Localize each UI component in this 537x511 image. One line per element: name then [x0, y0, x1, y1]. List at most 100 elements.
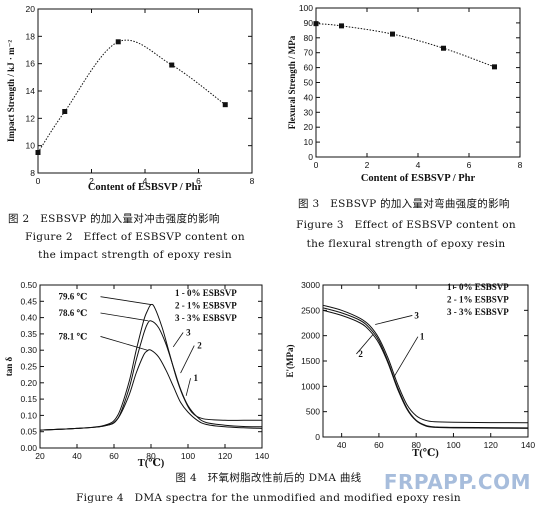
fig3-y-tick-label: 0 — [308, 152, 313, 162]
fig4-caption-en: Figure 4 DMA spectra for the unmodified … — [76, 492, 461, 504]
fig4a-curve-leader — [180, 345, 195, 374]
fig3-y-tick-label: 40 — [304, 92, 314, 102]
fig4b-x-tick-label: 60 — [374, 440, 384, 450]
fig3-caption-en-line2: the flexural strength of epoxy resin — [306, 238, 506, 250]
fig2-y-tick-label: 12 — [26, 113, 36, 123]
fig4a-y-tick-label: 0.50 — [20, 280, 37, 290]
fig3-plot-frame — [315, 7, 521, 158]
fig2-y-tick-label: 20 — [26, 4, 36, 14]
fig2-data-point — [35, 150, 41, 155]
fig3-y-tick-label: 100 — [299, 3, 313, 13]
fig4a-x-tick-label: 100 — [181, 451, 195, 461]
fig2-x-axis-label: Content of ESBSVP / Phr — [88, 182, 203, 193]
fig3-x-tick-label: 8 — [518, 160, 523, 170]
fig3-caption-en-line1: Figure 3 Effect of ESBSVP content on — [296, 219, 516, 231]
fig3-y-tick-label: 50 — [304, 78, 314, 88]
fig4a-x-tick-label: 80 — [146, 451, 156, 461]
fig4b-y-tick-label: 500 — [306, 407, 320, 417]
fig4a-y-tick-label: 0.35 — [20, 329, 37, 339]
fig2-y-tick-label: 16 — [26, 59, 36, 69]
fig4a-legend-entry: 1 - 0% ESBSVP — [175, 288, 237, 298]
fig4a-y-tick-label: 0.00 — [20, 443, 37, 453]
fig3-data-point — [441, 45, 446, 51]
fig2-y-tick-label: 18 — [26, 31, 36, 41]
fig4b-legend-entry: 1 - 0% ESBSVP — [447, 282, 509, 292]
fig3-x-axis-label: Content of ESBSVP / Phr — [361, 173, 476, 184]
fig4b-series-line-3 — [322, 304, 529, 424]
fig4a-y-tick-label: 0.15 — [20, 394, 37, 404]
fig2-x-tick-label: 6 — [196, 176, 201, 186]
fig3-y-tick-label: 60 — [304, 63, 314, 73]
fig4b-x-tick-label: 140 — [521, 440, 535, 450]
fig4b-y-tick-label: 2000 — [301, 331, 320, 341]
fig4b-x-axis-label: T(℃) — [412, 448, 439, 459]
fig4a-y-tick-label: 0.45 — [20, 296, 37, 306]
fig3-data-point — [339, 23, 344, 29]
fig4b-curve-number-2: 2 — [358, 349, 363, 359]
fig4a-y-tick-label: 0.20 — [20, 378, 37, 388]
fig4b-y-tick-label: 2500 — [301, 305, 320, 315]
fig4a-peak-annotation: 79.6 ℃ — [59, 292, 88, 302]
fig2-y-tick-label: 10 — [26, 141, 36, 151]
fig2-data-point — [115, 39, 121, 45]
fig4b-curve-number-1: 1 — [420, 332, 425, 342]
fig4-caption-cn: 图 4 环氧树脂改性前后的 DMA 曲线 — [175, 472, 362, 484]
fig4b-x-tick-label: 100 — [446, 440, 460, 450]
fig3-caption-cn: 图 3 ESBSVP 的加入量对弯曲强度的影响 — [298, 198, 510, 210]
fig4b-y-axis-label: E'(MPa) — [285, 345, 295, 378]
fig3-y-tick-label: 20 — [304, 122, 314, 132]
watermark-logo: FRPAPP.COM — [383, 470, 531, 494]
fig4b-x-tick-label: 120 — [484, 440, 498, 450]
fig4b-y-tick-label: 3000 — [301, 280, 320, 290]
fig4a-y-tick-label: 0.05 — [20, 427, 37, 437]
fig4a-curve-number-2: 2 — [197, 341, 202, 351]
fig4a-peak-leader — [100, 336, 148, 351]
fig2-y-tick-label: 14 — [26, 86, 36, 96]
fig4a-curve-leader — [185, 378, 191, 396]
fig2-data-point — [222, 102, 228, 108]
fig3-y-tick-label: 90 — [304, 18, 314, 28]
fig3-data-point — [313, 21, 319, 27]
fig4b-series-line-1 — [322, 309, 529, 429]
fig2-x-tick-label: 4 — [143, 176, 148, 186]
fig4a-legend-entry: 3 - 3% ESBSVP — [175, 313, 237, 323]
fig4b-curve-leader — [356, 333, 374, 355]
fig4b-series-line-2 — [322, 307, 529, 429]
fig3-y-tick-label: 10 — [304, 137, 314, 147]
fig4a-peak-leader — [100, 296, 152, 305]
fig3-x-tick-label: 4 — [416, 160, 421, 170]
fig4b-x-tick-label: 80 — [411, 440, 421, 450]
fig3-data-point — [492, 64, 497, 70]
fig4a-x-tick-label: 140 — [255, 451, 269, 461]
fig2-caption-en-line2: the impact strength of epoxy resin — [38, 249, 232, 261]
fig3-series-line — [315, 23, 495, 68]
fig4a-curve-number-1: 1 — [194, 373, 199, 383]
fig2-data-point — [169, 62, 175, 68]
fig4a-x-tick-label: 40 — [72, 451, 82, 461]
fig4a-legend-entry: 2 - 1% ESBSVP — [175, 301, 237, 311]
fig3-x-tick-label: 0 — [314, 160, 319, 170]
fig4a-peak-annotation: 78.6 ℃ — [59, 308, 88, 318]
fig4a-y-tick-label: 0.10 — [20, 410, 37, 420]
fig3-x-tick-label: 2 — [365, 160, 370, 170]
fig4a-x-axis-label: T(℃) — [138, 458, 165, 469]
fig4b-legend-entry: 2 - 1% ESBSVP — [447, 295, 509, 305]
fig2-series-line — [37, 39, 226, 153]
fig4b-y-tick-label: 1000 — [301, 381, 320, 391]
fig4a-curve-leader — [172, 332, 184, 348]
fig2-x-tick-label: 2 — [89, 176, 94, 186]
fig3-data-point — [390, 31, 395, 37]
fig2-x-tick-label: 8 — [250, 176, 255, 186]
fig4a-series-line-1 — [39, 349, 263, 431]
fig3-y-axis-label: Flexural Strength / MPa — [287, 35, 297, 129]
fig2-y-axis-label: Impact Strength / kJ · m⁻² — [6, 40, 16, 142]
fig2-caption-en-line1: Figure 2 Effect of ESBSVP content on — [25, 231, 245, 243]
fig4a-y-tick-label: 0.30 — [20, 345, 37, 355]
fig4a-series-line-3 — [39, 303, 262, 431]
fig3-x-tick-label: 6 — [467, 160, 472, 170]
fig4b-y-tick-label: 0 — [315, 432, 320, 442]
fig3-y-tick-label: 80 — [304, 33, 314, 43]
fig4b-y-tick-label: 1500 — [301, 356, 320, 366]
fig2-plot-frame — [37, 8, 253, 174]
